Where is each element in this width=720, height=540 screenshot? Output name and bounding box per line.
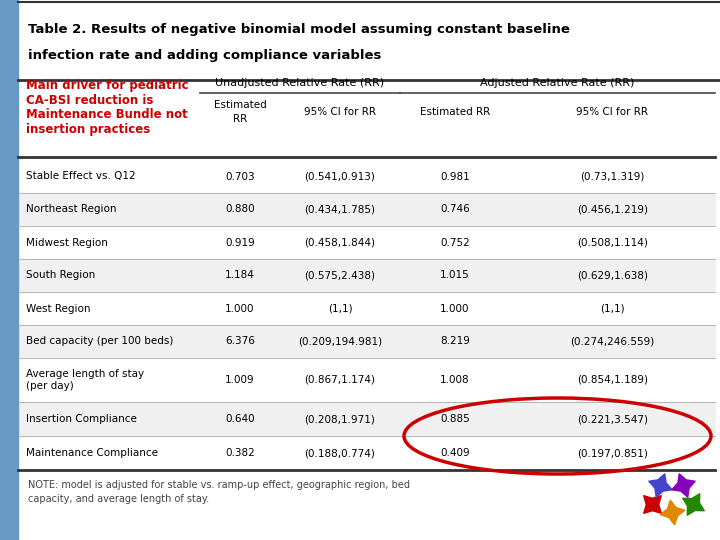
Text: (0.209,194.981): (0.209,194.981): [298, 336, 382, 347]
Text: capacity, and average length of stay.: capacity, and average length of stay.: [28, 494, 210, 504]
Text: Unadjusted Relative Rate (RR): Unadjusted Relative Rate (RR): [215, 78, 384, 88]
Text: (1,1): (1,1): [328, 303, 352, 314]
Bar: [0, 0, 18, 540]
Text: 0.382: 0.382: [225, 448, 255, 458]
Text: Bed capacity (per 100 beds): Bed capacity (per 100 beds): [26, 336, 174, 347]
Text: (0.867,1.174): (0.867,1.174): [305, 375, 376, 385]
Text: CA-BSI reduction is: CA-BSI reduction is: [26, 93, 153, 106]
Text: NOTE: model is adjusted for stable vs. ramp-up effect, geographic region, bed: NOTE: model is adjusted for stable vs. r…: [28, 480, 410, 490]
Text: insertion practices: insertion practices: [26, 124, 150, 137]
Text: (0.629,1.638): (0.629,1.638): [577, 271, 648, 280]
Bar: [18, 0, 720, 80]
Bar: [18, 358, 715, 402]
Text: Stable Effect vs. Q12: Stable Effect vs. Q12: [26, 172, 135, 181]
Text: (0.508,1.114): (0.508,1.114): [577, 238, 648, 247]
Text: Insertion Compliance: Insertion Compliance: [26, 414, 137, 424]
Text: Northeast Region: Northeast Region: [26, 205, 117, 214]
Text: 1.184: 1.184: [225, 271, 255, 280]
Point: [647, 500, 658, 508]
Text: (0.274,246.559): (0.274,246.559): [570, 336, 654, 347]
Bar: [18, 80, 720, 160]
Text: 0.703: 0.703: [225, 172, 255, 181]
Text: 1.008: 1.008: [440, 375, 470, 385]
Text: (0.458,1.844): (0.458,1.844): [305, 238, 376, 247]
Bar: [18, 436, 715, 470]
Text: 0.880: 0.880: [225, 205, 255, 214]
Text: Estimated RR: Estimated RR: [420, 107, 490, 117]
Bar: [18, 226, 715, 259]
Text: (0.208,1.971): (0.208,1.971): [305, 414, 375, 424]
Text: 6.376: 6.376: [225, 336, 255, 347]
Text: Midwest Region: Midwest Region: [26, 238, 108, 247]
Text: 8.219: 8.219: [440, 336, 470, 347]
Bar: [18, 160, 715, 193]
Text: (0.188,0.774): (0.188,0.774): [305, 448, 375, 458]
Bar: [18, 325, 715, 358]
Point: [654, 481, 666, 489]
Point: [666, 508, 678, 516]
Text: 0.919: 0.919: [225, 238, 255, 247]
Text: (0.434,1.785): (0.434,1.785): [305, 205, 376, 214]
Point: [678, 481, 689, 489]
Text: 0.640: 0.640: [225, 414, 255, 424]
Text: 0.885: 0.885: [440, 414, 470, 424]
Text: Estimated: Estimated: [214, 100, 266, 110]
Text: 1.000: 1.000: [440, 303, 469, 314]
Text: (0.456,1.219): (0.456,1.219): [577, 205, 648, 214]
Text: 0.981: 0.981: [440, 172, 470, 181]
Point: [687, 500, 698, 508]
Text: 0.409: 0.409: [440, 448, 470, 458]
Text: (0.73,1.319): (0.73,1.319): [580, 172, 644, 181]
Text: 0.752: 0.752: [440, 238, 470, 247]
Text: infection rate and adding compliance variables: infection rate and adding compliance var…: [28, 50, 382, 63]
Text: (0.854,1.189): (0.854,1.189): [577, 375, 648, 385]
Text: RR: RR: [233, 114, 247, 124]
Bar: [18, 402, 715, 436]
Text: (0.575,2.438): (0.575,2.438): [305, 271, 376, 280]
Text: (1,1): (1,1): [600, 303, 625, 314]
Bar: [18, 470, 720, 540]
Text: 95% CI for RR: 95% CI for RR: [304, 107, 376, 117]
Text: 1.015: 1.015: [440, 271, 470, 280]
Text: Maintenance Bundle not: Maintenance Bundle not: [26, 109, 188, 122]
Text: 1.009: 1.009: [225, 375, 255, 385]
Text: West Region: West Region: [26, 303, 91, 314]
Text: Maintenance Compliance: Maintenance Compliance: [26, 448, 158, 458]
Text: 95% CI for RR: 95% CI for RR: [577, 107, 649, 117]
Text: Table 2. Results of negative binomial model assuming constant baseline: Table 2. Results of negative binomial mo…: [28, 24, 570, 37]
Text: 1.000: 1.000: [225, 303, 255, 314]
Bar: [18, 193, 715, 226]
Text: South Region: South Region: [26, 271, 95, 280]
Text: Main driver for pediatric: Main driver for pediatric: [26, 78, 189, 91]
Text: Adjusted Relative Rate (RR): Adjusted Relative Rate (RR): [480, 78, 635, 88]
Bar: [18, 259, 715, 292]
Text: (0.541,0.913): (0.541,0.913): [305, 172, 375, 181]
Text: (0.221,3.547): (0.221,3.547): [577, 414, 648, 424]
Text: Average length of stay
(per day): Average length of stay (per day): [26, 369, 144, 391]
Text: (0.197,0.851): (0.197,0.851): [577, 448, 648, 458]
Bar: [18, 292, 715, 325]
Text: 0.746: 0.746: [440, 205, 470, 214]
